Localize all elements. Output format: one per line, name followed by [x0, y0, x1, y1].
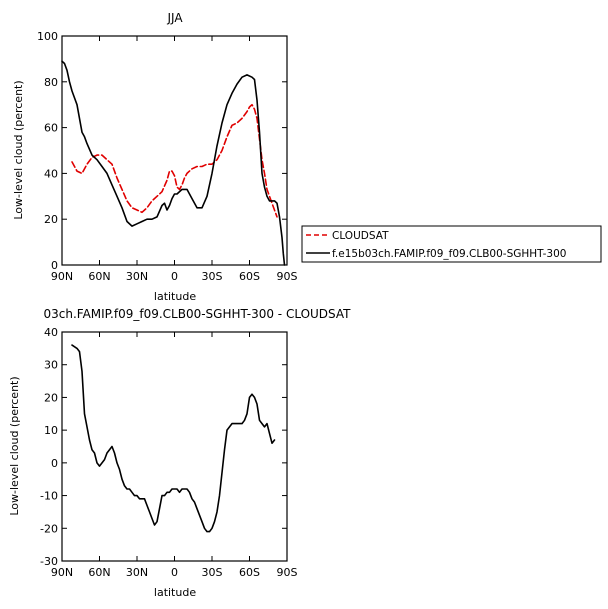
- top-y-axis-label: Low-level cloud (percent): [12, 80, 25, 219]
- top-chart-lines: [61, 60, 286, 266]
- top-y-tick-label: 60: [44, 122, 58, 135]
- bottom-y-tick-label: 0: [51, 457, 58, 470]
- bottom-x-tick-label: 30S: [202, 566, 223, 579]
- bottom-x-tick-label: 60S: [239, 566, 260, 579]
- top-chart-ticks: 90N 60N 30N 0 30S 60S 90S 0 20 40 60 80 100: [37, 30, 298, 283]
- bottom-x-tick-label: 30N: [126, 566, 148, 579]
- bottom-plot-frame: [61, 331, 288, 562]
- top-x-tick-label: 60S: [239, 270, 260, 283]
- top-y-tick-label: 80: [44, 76, 58, 89]
- bottom-y-tick-label: 10: [44, 424, 58, 437]
- bottom-y-tick-label: -30: [40, 555, 58, 568]
- top-y-tick-label: 40: [44, 167, 58, 180]
- bottom-y-tick-label: 30: [44, 359, 58, 372]
- top-x-tick-label: 30S: [202, 270, 223, 283]
- legend-label-model: f.e15b03ch.FAMIP.f09_f09.CLB00-SGHHT-300: [332, 248, 566, 260]
- top-x-tick-label: 30N: [126, 270, 148, 283]
- bottom-chart-panel: 03ch.FAMIP.f09_f09.CLB00-SGHHT-300 - CLO…: [8, 307, 351, 599]
- top-series-line-1: [61, 60, 286, 266]
- legend: CLOUDSAT f.e15b03ch.FAMIP.f09_f09.CLB00-…: [301, 225, 602, 263]
- bottom-y-tick-label: -10: [40, 490, 58, 503]
- bottom-series-line-0: [71, 344, 276, 533]
- bottom-x-tick-label: 60N: [88, 566, 110, 579]
- bottom-x-tick-label: 90S: [277, 566, 298, 579]
- bottom-chart-lines: [71, 344, 276, 533]
- top-y-tick-label: 20: [44, 213, 58, 226]
- top-x-axis-label: latitude: [154, 290, 196, 303]
- bottom-y-tick-label: 20: [44, 391, 58, 404]
- bottom-x-axis-label: latitude: [154, 586, 196, 599]
- top-x-tick-label: 90N: [51, 270, 73, 283]
- bottom-y-axis-label: Low-level cloud (percent): [8, 376, 21, 515]
- top-plot-frame: [61, 35, 288, 266]
- bottom-y-tick-label: -20: [40, 522, 58, 535]
- bottom-x-tick-label: 90N: [51, 566, 73, 579]
- top-y-tick-label: 100: [37, 30, 58, 43]
- top-chart-panel: JJA 90N 60N 30N 0 30S 60S 90S 0 20 40 60 80 100 lati…: [12, 11, 298, 303]
- top-chart-title: JJA: [166, 11, 183, 25]
- bottom-chart-ticks: 90N 60N 30N 0 30S 60S 90S -30 -20 -10 0 10 20 30 40: [40, 326, 297, 579]
- top-series-line-0: [71, 103, 278, 218]
- top-x-tick-label: 0: [171, 270, 178, 283]
- top-x-tick-label: 60N: [88, 270, 110, 283]
- top-y-tick-label: 0: [51, 259, 58, 272]
- bottom-chart-title: 03ch.FAMIP.f09_f09.CLB00-SGHHT-300 - CLO…: [43, 307, 351, 321]
- bottom-x-tick-label: 0: [171, 566, 178, 579]
- bottom-y-tick-label: 40: [44, 326, 58, 339]
- top-x-tick-label: 90S: [277, 270, 298, 283]
- legend-box: [301, 225, 602, 263]
- legend-label-cloudsat: CLOUDSAT: [332, 230, 389, 242]
